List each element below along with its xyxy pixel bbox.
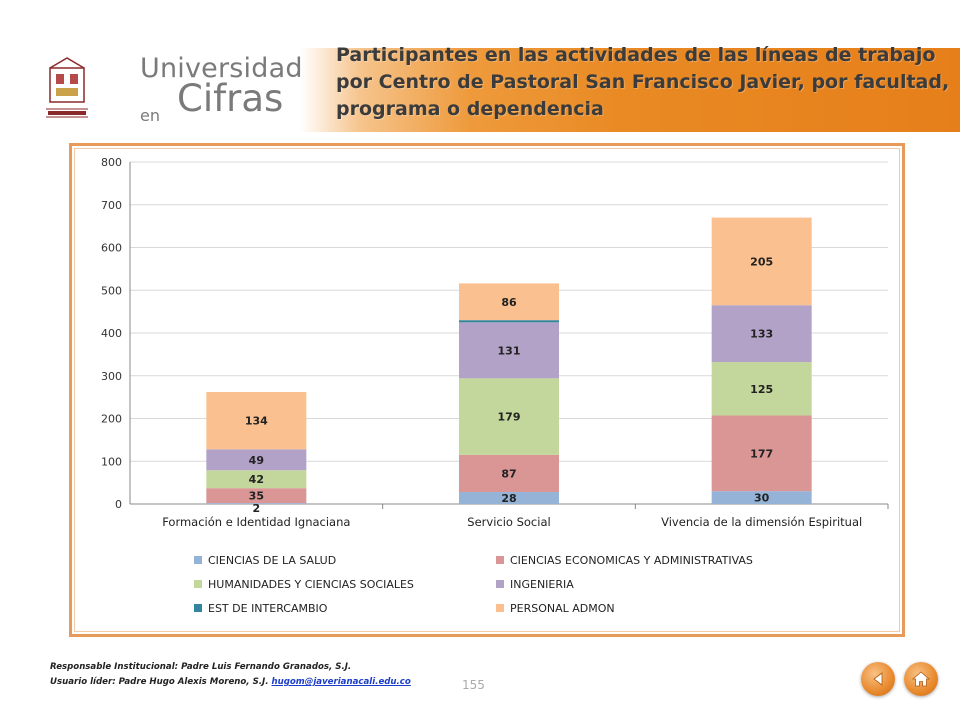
data-label: 177 (750, 447, 773, 460)
x-category-label: Vivencia de la dimensión Espiritual (661, 515, 862, 529)
x-category-label: Formación e Identidad Ignaciana (162, 515, 350, 529)
data-label: 134 (245, 415, 268, 428)
bar-segment (206, 391, 307, 450)
bar-segment (711, 491, 812, 504)
data-label: 125 (750, 383, 773, 396)
legend-swatch (194, 556, 202, 564)
data-label: 133 (750, 328, 773, 341)
legend-label: HUMANIDADES Y CIENCIAS SOCIALES (208, 578, 414, 591)
bar-segment (459, 378, 559, 455)
bar-segment (206, 470, 307, 489)
y-tick-label: 600 (101, 242, 122, 255)
legend-label: CIENCIAS DE LA SALUD (208, 554, 336, 567)
data-label: 28 (501, 492, 516, 505)
legend-swatch (496, 556, 504, 564)
legend-label: CIENCIAS ECONOMICAS Y ADMINISTRATIVAS (510, 554, 753, 567)
brand-line-3: Cifras (177, 77, 284, 120)
bar-segment (459, 322, 559, 379)
bar-segment (711, 362, 812, 416)
bar-segment (206, 503, 307, 504)
x-category-label: Servicio Social (467, 515, 550, 529)
home-icon (911, 671, 931, 687)
data-label: 86 (501, 296, 517, 309)
legend-label: INGENIERIA (510, 578, 574, 591)
y-tick-label: 400 (101, 327, 122, 340)
bar-segment (459, 283, 559, 321)
y-tick-label: 700 (101, 199, 122, 212)
y-tick-label: 300 (101, 370, 122, 383)
university-crest-icon (46, 57, 88, 118)
legend-swatch (496, 580, 504, 588)
header-banner: Universidad en Cifras (0, 48, 960, 132)
page-number: 155 (462, 678, 485, 692)
bar-segment (206, 449, 307, 471)
data-label: 49 (249, 454, 264, 467)
footer-email-link[interactable]: hugom@javerianacali.edu.co (271, 677, 411, 687)
footer-user-text: Usuario líder: Padre Hugo Alexis Moreno,… (50, 677, 272, 687)
bar-segment (711, 217, 812, 306)
page-title: Participantes en las actividades de las … (336, 44, 950, 120)
data-label: 205 (750, 255, 773, 268)
data-label: 35 (249, 490, 264, 503)
data-label: 42 (249, 473, 264, 486)
brand-logo: Universidad en Cifras (140, 53, 303, 126)
y-tick-label: 800 (101, 156, 122, 169)
y-tick-label: 500 (101, 284, 122, 297)
legend-swatch (194, 604, 202, 612)
brand-line-2: en (140, 106, 160, 125)
brand-line-1: Universidad (140, 53, 303, 84)
legend-swatch (496, 604, 504, 612)
back-button[interactable] (861, 662, 895, 696)
footer-user-leader: Usuario líder: Padre Hugo Alexis Moreno,… (50, 675, 411, 690)
back-arrow-icon (873, 672, 883, 686)
bar-segment (459, 492, 559, 504)
legend-label: PERSONAL ADMON (510, 602, 615, 615)
bar-segment (711, 305, 812, 363)
data-label: 2 (253, 502, 261, 515)
bar-segment (711, 415, 812, 492)
footer-credits: Responsable Institucional: Padre Luis Fe… (50, 660, 411, 690)
data-label: 131 (498, 344, 521, 357)
y-tick-label: 0 (115, 498, 122, 511)
logo-area: Universidad en Cifras (0, 48, 303, 132)
legend-swatch (194, 580, 202, 588)
chart-frame: 0 100 200 300 400 500 600 700 800 Formación e Ide… (69, 143, 905, 637)
data-label: 179 (498, 411, 521, 424)
data-label: 30 (754, 492, 770, 505)
home-button[interactable] (904, 662, 938, 696)
stacked-bar-chart: 0 100 200 300 400 500 600 700 800 Formación e Ide… (101, 156, 889, 615)
data-label: 87 (501, 467, 516, 480)
footer-responsible: Responsable Institucional: Padre Luis Fe… (50, 662, 352, 672)
legend-label: EST DE INTERCAMBIO (208, 602, 328, 615)
bar-segment (206, 488, 307, 504)
bar-segment (459, 454, 559, 493)
bar-segment (459, 320, 559, 323)
y-tick-label: 200 (101, 413, 122, 426)
y-tick-label: 100 (101, 455, 122, 468)
